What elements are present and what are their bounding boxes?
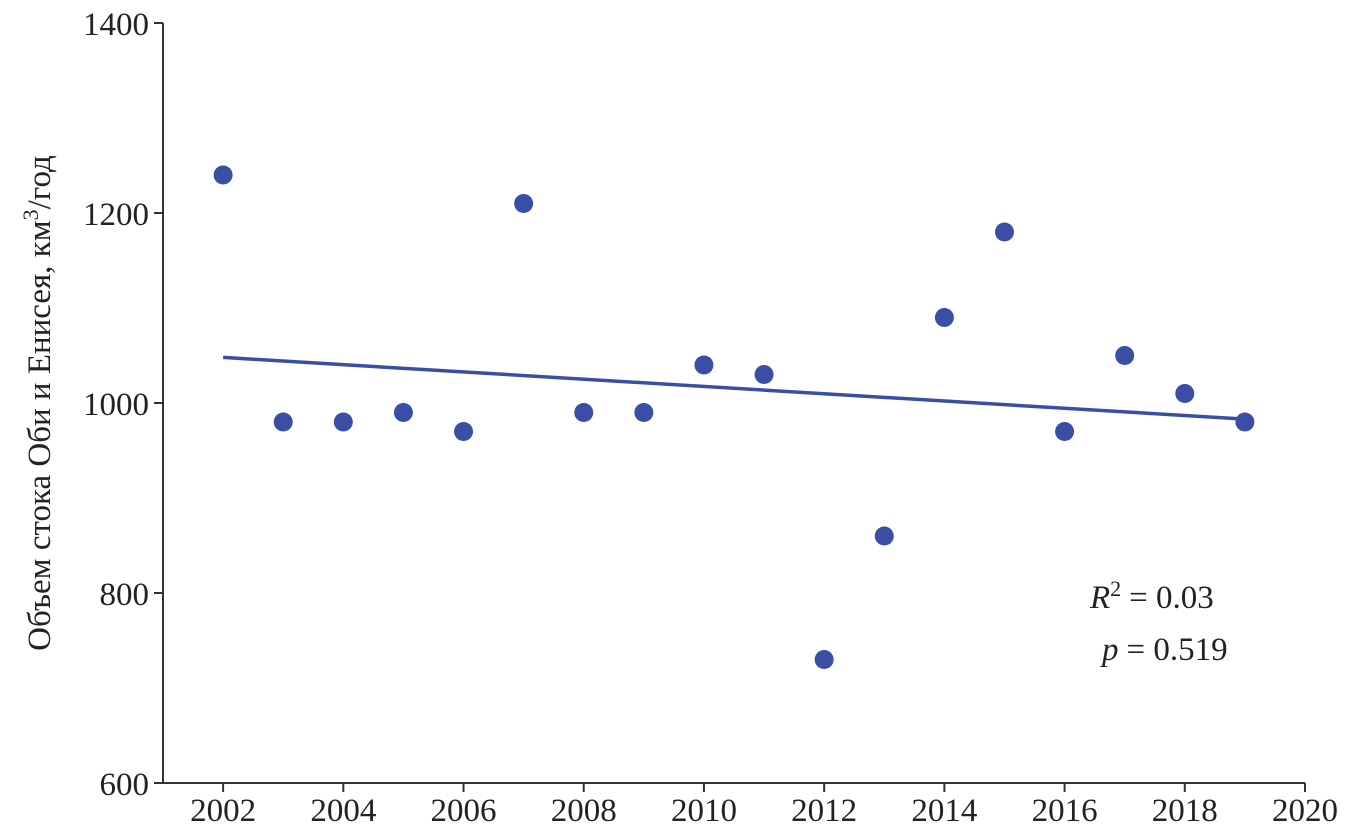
point (634, 403, 654, 422)
x-tick-label: 2002 (190, 793, 256, 829)
p-text: = 0.519 (1127, 632, 1228, 668)
point (754, 365, 774, 384)
p-annotation: p = 0.519 (1100, 632, 1228, 668)
point (393, 403, 413, 422)
x-tick-label: 2020 (1272, 793, 1338, 829)
point (574, 403, 594, 422)
point (1175, 384, 1195, 403)
y-tick-label: 800 (100, 577, 150, 613)
point (934, 308, 954, 327)
y-axis-label-end: /год (22, 155, 58, 209)
r2-annotation: R2 = 0.03 (1089, 576, 1214, 616)
point (994, 222, 1014, 242)
point (1235, 412, 1255, 432)
y-tick-label: 1400 (83, 7, 149, 43)
point (874, 526, 894, 546)
y-tick-label: 1000 (83, 387, 149, 423)
point (213, 165, 233, 185)
y-axis-label-sup: 3 (18, 209, 43, 220)
y-axis-label: Объем стока Оби и Енисея, км3/год (18, 155, 58, 651)
point (273, 412, 293, 432)
x-tick-label: 2014 (911, 793, 977, 829)
r-symbol: R (1089, 580, 1110, 616)
x-tick-label: 2010 (671, 793, 737, 829)
r-text: = 0.03 (1129, 580, 1214, 616)
p-symbol: p (1100, 632, 1119, 668)
y-tick-label: 600 (100, 767, 150, 803)
point (1115, 346, 1135, 365)
point (454, 422, 474, 441)
point (333, 412, 353, 432)
trend-line (222, 355, 1246, 421)
x-tick-label: 2012 (791, 793, 857, 829)
x-tick-label: 2008 (551, 793, 617, 829)
y-tick-label: 1200 (83, 197, 149, 233)
point (514, 194, 534, 213)
point (814, 650, 834, 669)
point (1055, 422, 1075, 441)
x-tick-label: 2016 (1032, 793, 1098, 829)
point (694, 355, 714, 375)
x-tick-label: 2004 (310, 793, 376, 829)
x-tick-label: 2006 (431, 793, 497, 829)
x-tick-label: 2018 (1152, 793, 1218, 829)
y-axis-label-main: Объем стока Оби и Енисея, км (22, 220, 58, 651)
r-sup: 2 (1110, 576, 1121, 601)
